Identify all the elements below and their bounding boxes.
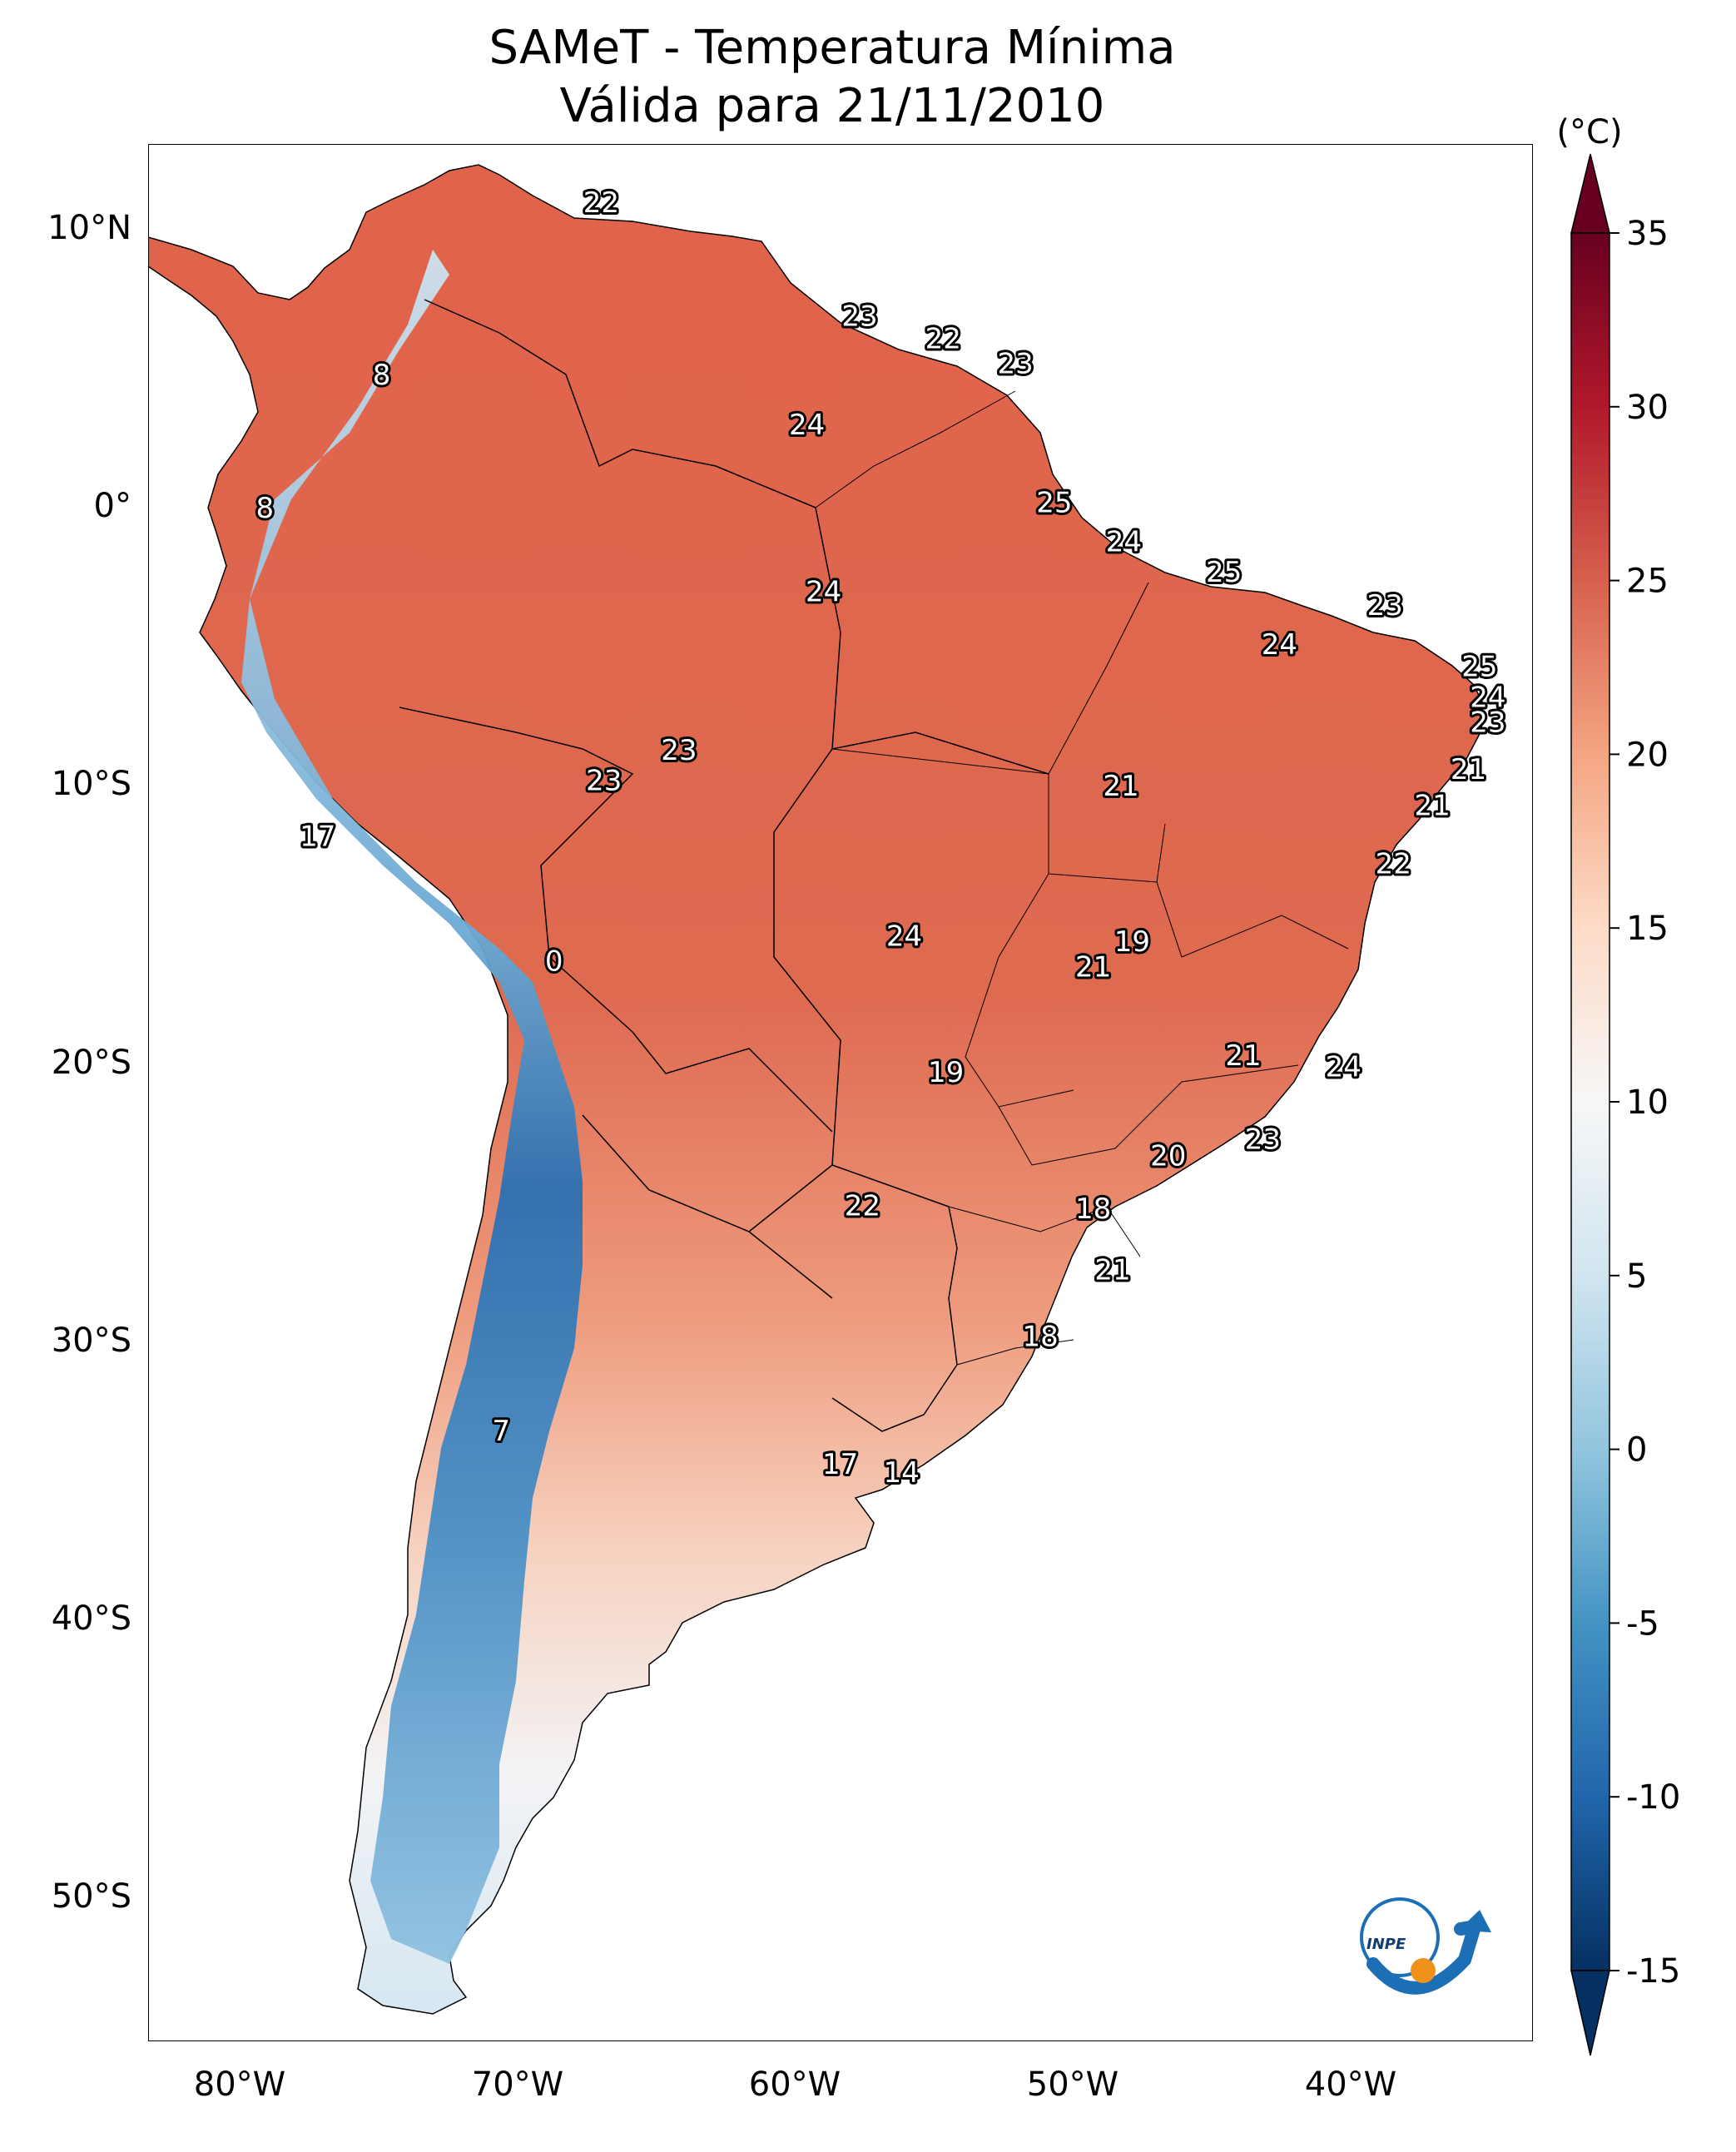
- station-temperature-label: 24: [1106, 525, 1142, 558]
- station-temperature-label: 25: [1036, 487, 1072, 520]
- colorbar-max-extension: [1570, 153, 1610, 234]
- station-temperature-label: 21: [1451, 753, 1486, 786]
- colorbar-min-extension: [1570, 1970, 1610, 2056]
- station-temperature-label: 8: [255, 492, 274, 525]
- brazil-state-borders: [815, 390, 1349, 1366]
- station-temperature-label: 23: [1367, 589, 1403, 622]
- lat-label-40s: 40°S: [52, 1599, 131, 1638]
- station-temperature-label: 23: [841, 300, 877, 334]
- station-temperature-label: 22: [1376, 848, 1411, 881]
- colorbar: (°C) 35 30 25 20 15 10 5 0 -5 -10 -15: [1556, 113, 1680, 2056]
- lat-label-20s: 20°S: [52, 1044, 131, 1082]
- colorbar-tick-label: 0: [1626, 1431, 1647, 1470]
- lon-axis: 80°W 70°W 60°W 50°W 40°W: [194, 2065, 1396, 2104]
- station-temperature-label: 17: [300, 820, 335, 853]
- colorbar-tick-label: 5: [1626, 1257, 1647, 1296]
- station-temperature-label: 7: [492, 1415, 510, 1448]
- station-temperature-label: 21: [1103, 770, 1138, 803]
- station-temperature-label: 22: [925, 322, 961, 355]
- lon-label-50w: 50°W: [1027, 2065, 1118, 2104]
- lon-label-60w: 60°W: [749, 2065, 841, 2104]
- station-temperature-label: 24: [789, 409, 825, 442]
- title-line-1: SAMeT - Temperatura Mínima: [489, 21, 1175, 75]
- colorbar-tick-label: -10: [1626, 1778, 1680, 1817]
- lat-axis: 10°N 0° 10°S 20°S 30°S 40°S 50°S: [47, 209, 131, 1916]
- station-temperature-label: 14: [884, 1456, 920, 1490]
- lon-label-40w: 40°W: [1305, 2065, 1396, 2104]
- station-temperature-label: 24: [1262, 628, 1297, 662]
- station-temperature-label: 25: [1206, 556, 1242, 589]
- lat-label-30s: 30°S: [52, 1321, 131, 1360]
- inpe-logo-ring: [1360, 1897, 1440, 1977]
- colorbar-unit: (°C): [1556, 113, 1622, 151]
- colorbar-tick-label: -5: [1626, 1604, 1659, 1643]
- inpe-logo-dot: [1411, 1958, 1436, 1983]
- colorbar-body: [1570, 232, 1610, 1971]
- station-temperature-label: 19: [928, 1056, 964, 1089]
- colorbar-tick-label: 20: [1626, 736, 1669, 774]
- station-temperature-label: 25: [1461, 651, 1497, 684]
- station-temperature-label: 24: [886, 920, 922, 954]
- inpe-logo-arrowhead: [1458, 1910, 1491, 1932]
- lon-label-70w: 70°W: [472, 2065, 563, 2104]
- colorbar-tick-label: 30: [1626, 389, 1669, 427]
- colorbar-tick-label: 15: [1626, 910, 1669, 948]
- station-temperature-label: 21: [1225, 1039, 1261, 1073]
- lat-label-50s: 50°S: [52, 1877, 131, 1916]
- station-temperature-label: 24: [1470, 681, 1505, 714]
- colorbar-tick-label: 25: [1626, 563, 1669, 601]
- lat-label-10n: 10°N: [47, 209, 131, 247]
- colorbar-ticks: 35 30 25 20 15 10 5 0 -5 -10 -15: [1610, 215, 1680, 1991]
- colorbar-tick-label: -15: [1626, 1952, 1680, 1991]
- station-temperature-label: 23: [1470, 706, 1505, 739]
- station-temperature-label: 23: [1245, 1123, 1281, 1156]
- station-temperature-label: 24: [806, 575, 841, 608]
- lat-label-10s: 10°S: [52, 765, 131, 803]
- station-temperature-label: 17: [822, 1448, 858, 1481]
- lat-label-0: 0°: [94, 487, 131, 525]
- station-temperature-label: 18: [1075, 1193, 1111, 1226]
- lon-label-80w: 80°W: [194, 2065, 285, 2104]
- station-temperature-label: 21: [1075, 950, 1111, 984]
- station-temperature-label: 21: [1414, 790, 1450, 823]
- station-temperature-label: 22: [845, 1190, 880, 1223]
- inpe-logo-wordmark: INPE: [1366, 1936, 1406, 1953]
- station-temperature-label: 24: [1326, 1051, 1362, 1084]
- colorbar-tick-label: 10: [1626, 1083, 1669, 1122]
- station-temperature-label: 22: [583, 186, 619, 220]
- title-line-2: Válida para 21/11/2010: [560, 79, 1105, 133]
- andes-cold-band: [241, 250, 583, 1964]
- station-temperature-label: 21: [1094, 1253, 1130, 1287]
- station-temperature-label: 19: [1114, 925, 1150, 959]
- station-temperature-label: 23: [586, 765, 622, 798]
- inpe-logo: INPE: [1360, 1897, 1491, 1995]
- station-temperature-label: 8: [373, 359, 391, 392]
- station-temperature-label: 23: [661, 734, 697, 767]
- station-temperature-label: 18: [1023, 1321, 1059, 1354]
- inpe-logo-swoosh: [1366, 1917, 1485, 1995]
- colorbar-tick-label: 35: [1626, 215, 1669, 253]
- station-temperature-label: 23: [997, 348, 1033, 381]
- country-borders: [399, 299, 1049, 1432]
- station-temperature-label: 0: [545, 945, 563, 979]
- station-temperature-label: 20: [1150, 1139, 1186, 1173]
